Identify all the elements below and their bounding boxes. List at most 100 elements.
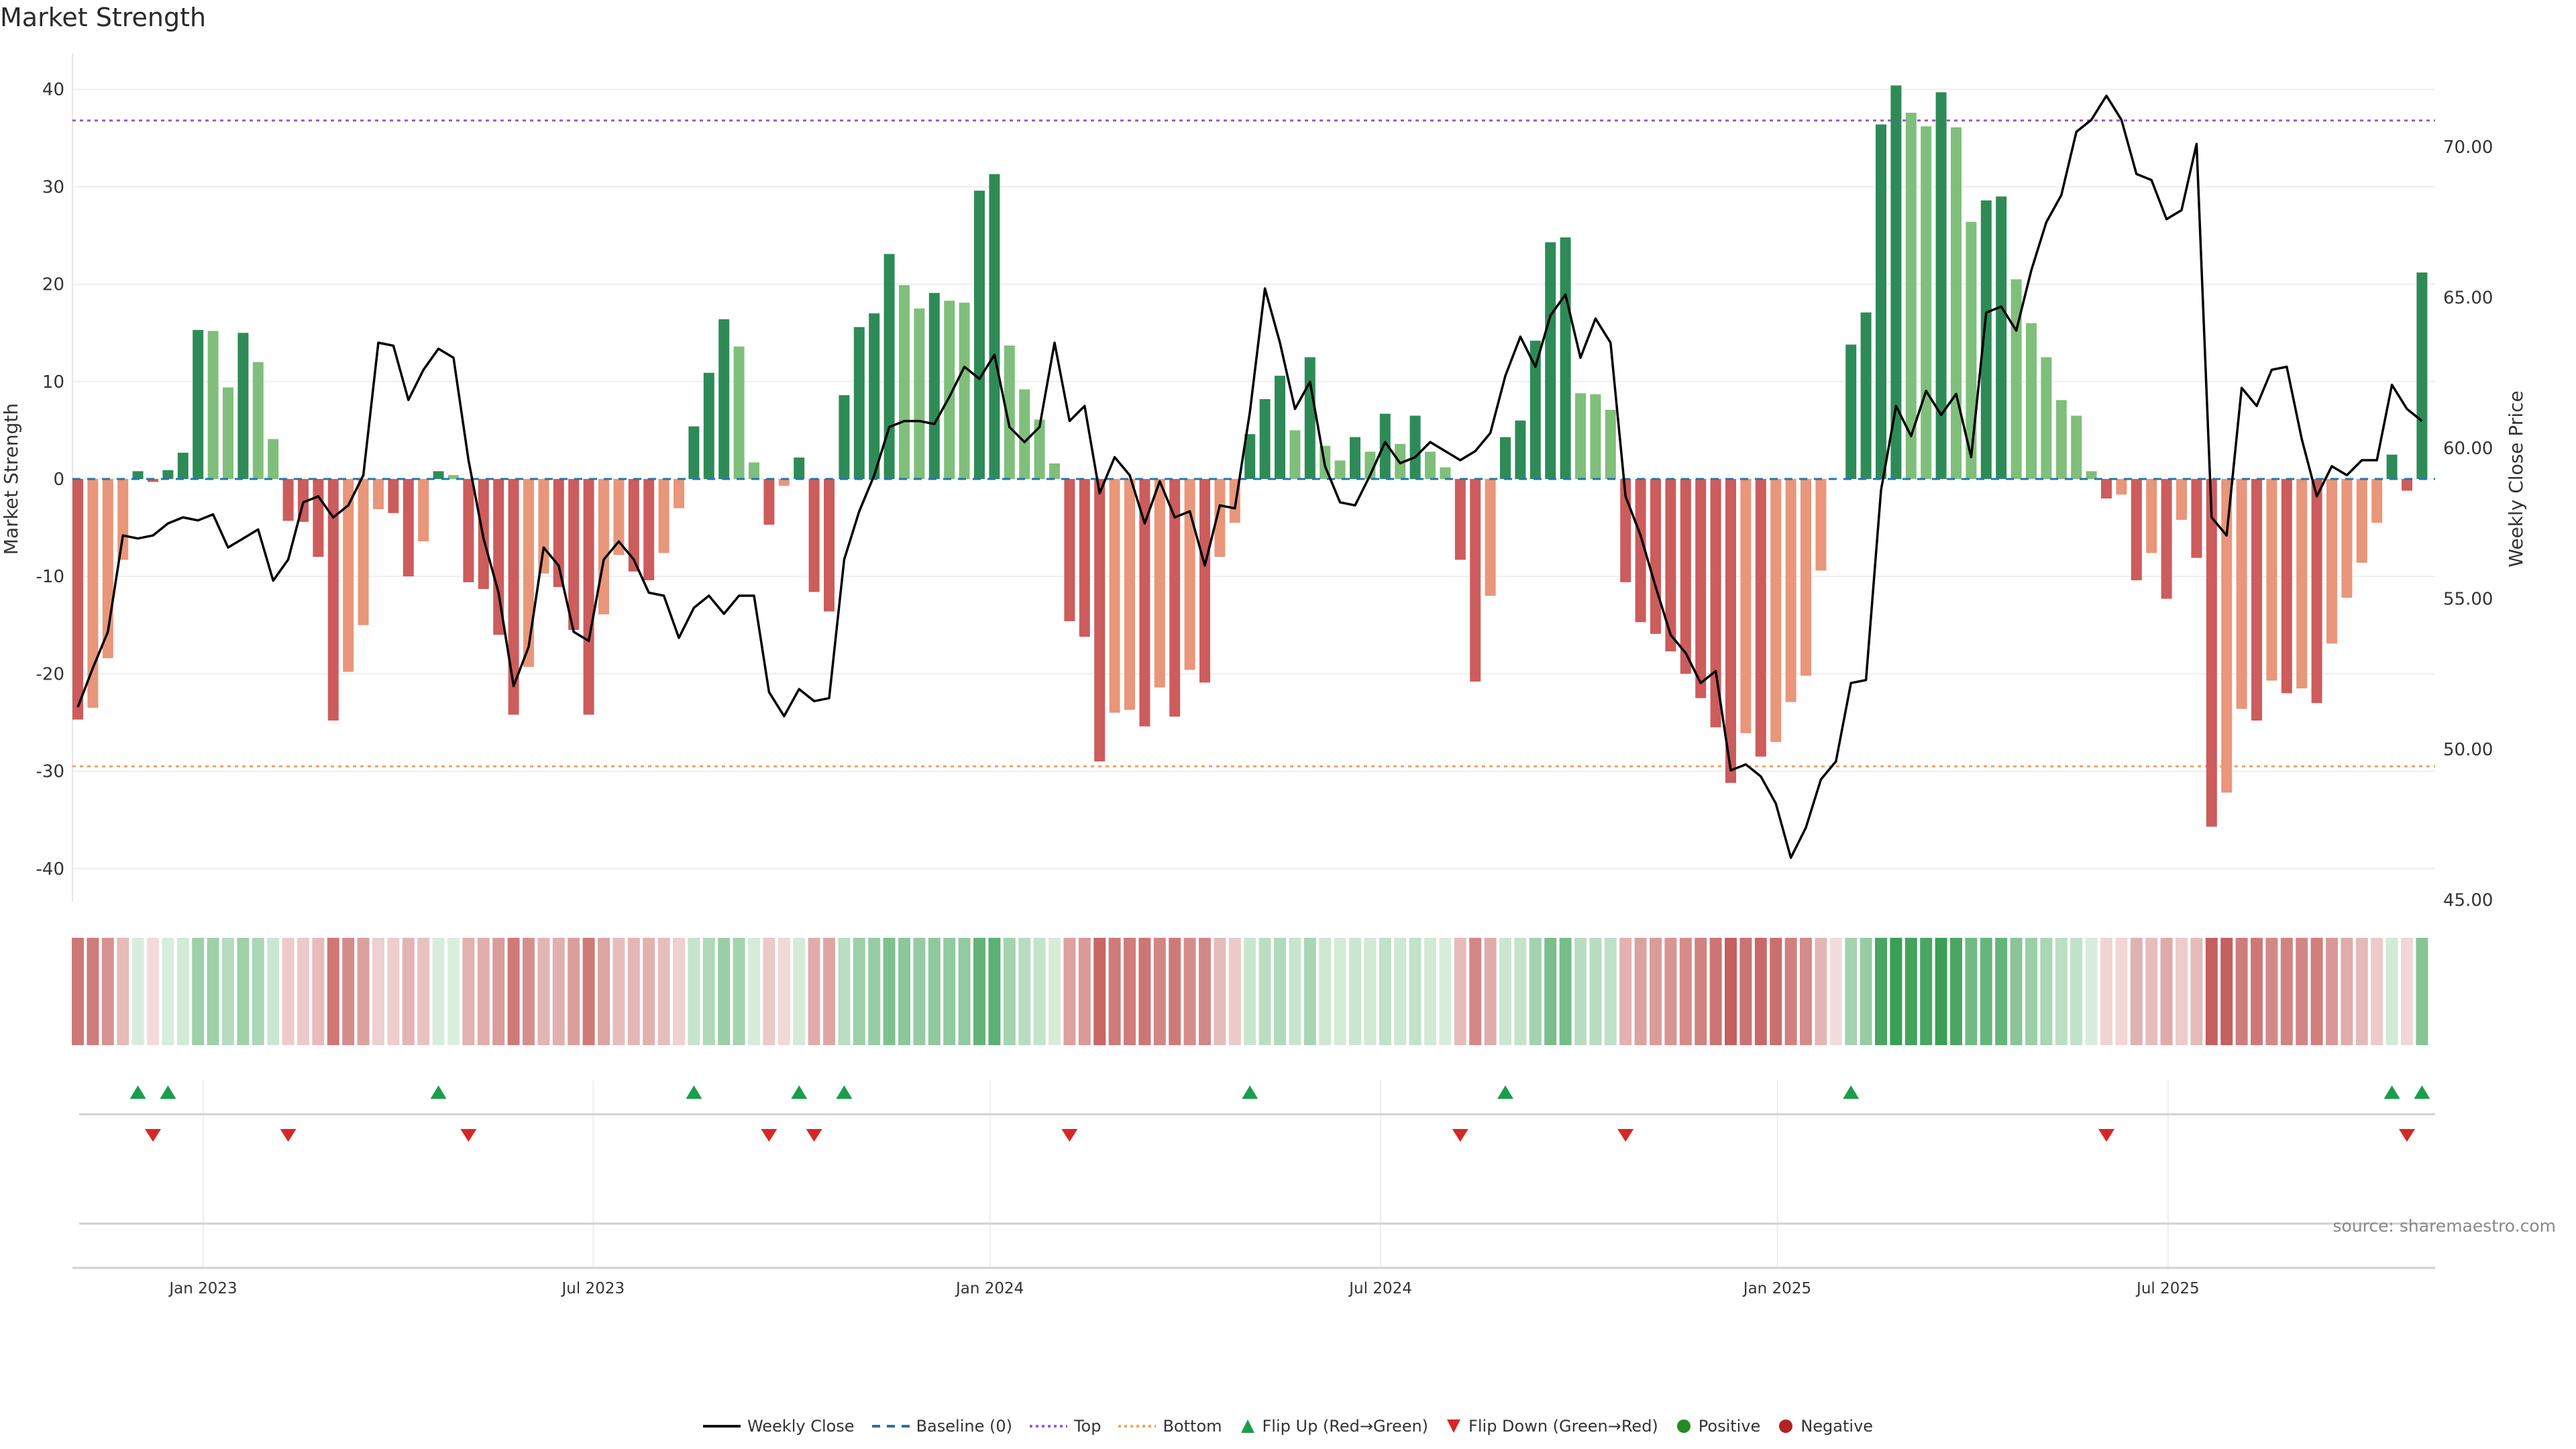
chart-title: Market Strength [0, 3, 207, 32]
heat-cell-negative [1815, 938, 1827, 1045]
legend-negative[interactable]: Negative [1778, 1417, 1873, 1436]
strength-bar-positive [2386, 454, 2398, 479]
y2-tick-label: 65.00 [2443, 288, 2493, 309]
strength-bar-positive [1996, 196, 2007, 479]
heat-cell-negative [2190, 938, 2203, 1045]
strength-bar-negative [553, 479, 564, 588]
heat-cell-positive [1965, 938, 1978, 1045]
heat-cell-positive [1604, 938, 1617, 1045]
strength-bar-positive [268, 439, 279, 479]
strength-bar-negative [2116, 479, 2127, 495]
strength-bar-negative [1169, 479, 1181, 717]
strength-bar-negative [2326, 479, 2337, 644]
heat-cell-positive [1904, 938, 1917, 1045]
triangle-up-icon [1240, 1419, 1254, 1433]
legend-baseline[interactable]: Baseline (0) [871, 1417, 1012, 1436]
heat-cell-negative [2220, 938, 2233, 1045]
heat-cell-negative [101, 938, 114, 1045]
strength-bar-positive [1500, 437, 1511, 479]
heat-cell-negative [2100, 938, 2112, 1045]
strength-bar-negative [313, 479, 324, 557]
strength-bar-negative [1710, 479, 1721, 728]
strength-bar-negative [2191, 479, 2202, 558]
heat-cell-positive [1258, 938, 1271, 1045]
heat-cell-positive [943, 938, 956, 1045]
y-axis-title: Market Strength [0, 403, 22, 555]
strength-bar-positive [193, 329, 204, 479]
strength-bar-positive [1515, 420, 1526, 479]
strength-bar-negative [1740, 479, 1752, 733]
y2-tick-label: 50.00 [2443, 740, 2493, 760]
heat-cell-negative [1664, 938, 1677, 1045]
y2-tick-label: 70.00 [2443, 138, 2493, 158]
heat-cell-negative [1063, 938, 1076, 1045]
flip-up-marker [430, 1085, 447, 1099]
heat-cell-positive [1424, 938, 1436, 1045]
legend-top[interactable]: Top [1029, 1417, 1101, 1436]
strength-bar-positive [1845, 344, 1857, 479]
strength-bar-positive [883, 254, 895, 479]
y2-tick-label: 45.00 [2443, 891, 2493, 911]
strength-bar-negative [2311, 479, 2322, 703]
heat-cell-positive [1529, 938, 1542, 1045]
strength-bar-positive [1545, 242, 1556, 479]
x-tick-label: Jan 2023 [168, 1280, 237, 1297]
heat-cell-positive [748, 938, 760, 1045]
strength-bar-negative [1109, 479, 1120, 713]
strength-bar-positive [944, 301, 955, 479]
heat-cell-negative [282, 938, 294, 1045]
strength-bar-positive [2055, 400, 2067, 479]
heat-cell-negative [1784, 938, 1797, 1045]
strength-bar-negative [1485, 479, 1496, 596]
strength-bar-negative [358, 479, 369, 625]
heat-cell-positive [2070, 938, 2083, 1045]
heat-cell-negative [1469, 938, 1482, 1045]
legend-positive[interactable]: Positive [1676, 1417, 1760, 1436]
heat-cell-negative [1695, 938, 1707, 1045]
legend-label: Flip Up (Red→Green) [1262, 1417, 1429, 1436]
heat-cell-positive [2010, 938, 2023, 1045]
heat-cell-positive [2416, 938, 2428, 1045]
heat-cell-negative [1739, 938, 1752, 1045]
heat-cell-positive [1244, 938, 1256, 1045]
strength-bar-negative [1755, 479, 1766, 757]
heat-cell-negative [1138, 938, 1151, 1045]
heat-cell-positive [131, 938, 144, 1045]
strength-bar-positive [1425, 451, 1436, 479]
heat-cell-positive [1920, 938, 1933, 1045]
strength-bar-negative [2356, 479, 2367, 563]
strength-bar-negative [117, 479, 129, 560]
strength-bar-positive [1364, 451, 1376, 479]
strength-bar-positive [1259, 398, 1271, 479]
strength-bar-positive [2010, 279, 2022, 479]
legend-flip-down[interactable]: Flip Down (Green→Red) [1446, 1417, 1658, 1436]
strength-bar-positive [1334, 460, 1346, 479]
strength-bar-positive [1935, 92, 1947, 479]
heat-cell-negative [1770, 938, 1782, 1045]
legend-weekly-close[interactable]: Weekly Close [702, 1417, 855, 1436]
heat-cell-negative [387, 938, 400, 1045]
flip-down-marker [2098, 1129, 2114, 1142]
source-note: source: sharemaestro.com [2332, 1216, 2557, 1236]
heat-cell-negative [808, 938, 820, 1045]
strength-bar-negative [2402, 479, 2412, 491]
legend-bottom[interactable]: Bottom [1118, 1417, 1222, 1436]
heat-cell-negative [1078, 938, 1091, 1045]
strength-bar-positive [1980, 200, 1992, 479]
heat-cell-positive [1033, 938, 1046, 1045]
heat-cell-negative [1634, 938, 1647, 1045]
flip-up-marker [1497, 1085, 1513, 1099]
x-tick-label: Jan 2024 [955, 1280, 1024, 1297]
strength-bar-positive [1304, 357, 1316, 479]
legend-label: Bottom [1163, 1417, 1222, 1436]
heat-cell-negative [327, 938, 339, 1045]
heat-cell-negative [537, 938, 550, 1045]
strength-bar-positive [207, 331, 219, 479]
strength-bar-positive [853, 327, 865, 479]
heat-cell-positive [237, 938, 250, 1045]
legend-flip-up[interactable]: Flip Up (Red→Green) [1240, 1417, 1429, 1436]
heat-cell-positive [1003, 938, 1016, 1045]
strength-bar-positive [1575, 393, 1586, 479]
heat-cell-negative [777, 938, 790, 1045]
heat-cell-negative [1800, 938, 1812, 1045]
